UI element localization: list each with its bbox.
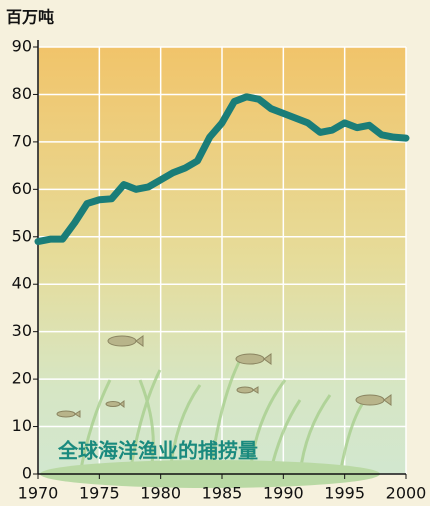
y-tick-label: 60 — [12, 179, 32, 198]
x-tick-label: 1980 — [140, 484, 181, 503]
x-tick-label: 1975 — [79, 484, 120, 503]
x-tick-label: 1985 — [202, 484, 243, 503]
x-tick-label: 1990 — [263, 484, 304, 503]
chart-title: 全球海洋渔业的捕捞量 — [57, 439, 258, 463]
data-line — [34, 93, 410, 246]
y-tick-label: 30 — [12, 321, 32, 340]
y-tick-label: 80 — [12, 84, 32, 103]
x-tick-label: 1970 — [18, 484, 59, 503]
y-tick-label: 70 — [12, 131, 32, 150]
y-tick-label: 50 — [12, 226, 32, 245]
x-tick-label: 2000 — [386, 484, 427, 503]
y-tick-label: 10 — [12, 416, 32, 435]
y-axis-label: 百万吨 — [6, 8, 54, 27]
fish — [56, 335, 392, 418]
x-tick-label: 1995 — [324, 484, 365, 503]
y-tick-label: 0 — [22, 464, 32, 483]
y-tick-label: 90 — [12, 37, 32, 56]
y-tick-label: 20 — [12, 369, 32, 388]
y-tick-label: 40 — [12, 274, 32, 293]
